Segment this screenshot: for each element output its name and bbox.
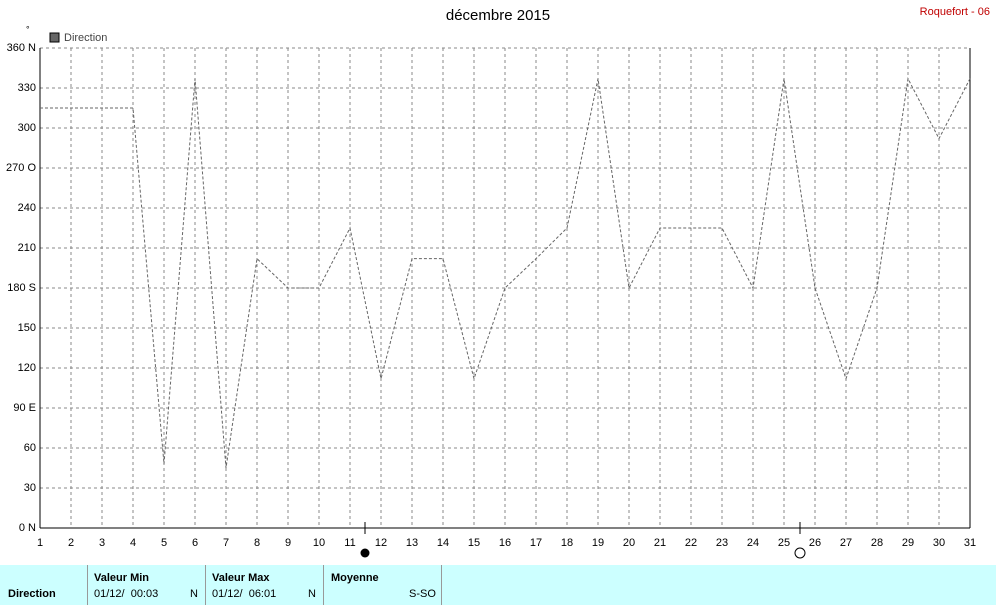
x-tick-label: 28 (871, 537, 883, 549)
x-tick-label: 31 (964, 537, 976, 549)
x-tick-label: 26 (809, 537, 821, 549)
direction-line (40, 77, 971, 469)
x-tick-label: 22 (685, 537, 697, 549)
new-moon (360, 548, 370, 558)
separator (441, 565, 442, 605)
y-tick-label: 0 N (19, 522, 36, 534)
station: Roquefort - 06 (920, 6, 990, 18)
min-date: 01/12/ 00:03 (94, 588, 159, 600)
x-tick-label: 14 (437, 537, 449, 549)
x-tick-label: 8 (254, 537, 260, 549)
x-tick-label: 3 (99, 537, 105, 549)
x-tick-label: 15 (468, 537, 480, 549)
y-tick-label: 120 (18, 362, 36, 374)
x-tick-label: 16 (499, 537, 511, 549)
separator (323, 565, 324, 605)
x-tick-label: 12 (375, 537, 387, 549)
x-tick-label: 1 (37, 537, 43, 549)
x-tick-label: 6 (192, 537, 198, 549)
x-tick-label: 18 (561, 537, 573, 549)
unit: ° (26, 24, 30, 34)
y-tick-label: 240 (18, 202, 36, 214)
row-label: Direction (8, 588, 56, 600)
chart-title: décembre 2015 (446, 7, 550, 24)
x-tick-label: 7 (223, 537, 229, 549)
x-tick-label: 19 (592, 537, 604, 549)
x-tick-label: 20 (623, 537, 635, 549)
y-tick-label: 60 (24, 442, 36, 454)
x-tick-label: 10 (313, 537, 325, 549)
separator (205, 565, 206, 605)
y-tick-label: 150 (18, 322, 36, 334)
x-tick-label: 21 (654, 537, 666, 549)
chart: décembre 2015 Roquefort - 06 ° Direction… (6, 6, 990, 559)
x-tick-label: 24 (747, 537, 759, 549)
x-tick-label: 29 (902, 537, 914, 549)
x-tick-label: 30 (933, 537, 945, 549)
x-tick-label: 9 (285, 537, 291, 549)
full-moon (794, 547, 806, 559)
summary-panel: Direction Valeur Min 01/12/ 00:03 N Vale… (0, 565, 996, 605)
min-header: Valeur Min (94, 572, 150, 584)
x-tick-label: 23 (716, 537, 728, 549)
max-dir: N (308, 588, 316, 600)
max-header: Valeur Max (212, 572, 270, 584)
x-tick-label: 27 (840, 537, 852, 549)
y-tick-label: 270 O (6, 162, 36, 174)
legend-swatch (49, 32, 60, 43)
x-tick-label: 13 (406, 537, 418, 549)
x-tick-label: 4 (130, 537, 136, 549)
y-tick-label: 30 (24, 482, 36, 494)
x-tick-label: 5 (161, 537, 167, 549)
x-tick-label: 17 (530, 537, 542, 549)
x-tick-label: 2 (68, 537, 74, 549)
legend-label: Direction (64, 32, 107, 44)
mean-dir: S-SO (409, 588, 436, 600)
y-tick-label: 360 N (7, 42, 36, 54)
max-date: 01/12/ 06:01 (212, 588, 277, 600)
x-tick-label: 11 (344, 537, 355, 549)
y-tick-label: 330 (18, 82, 36, 94)
x-tick-label: 25 (778, 537, 790, 549)
y-tick-label: 180 S (7, 282, 36, 294)
y-tick-label: 210 (18, 242, 36, 254)
min-dir: N (190, 588, 198, 600)
y-tick-label: 300 (18, 122, 36, 134)
mean-header: Moyenne (331, 572, 379, 584)
separator (87, 565, 88, 605)
y-tick-label: 90 E (13, 402, 36, 414)
